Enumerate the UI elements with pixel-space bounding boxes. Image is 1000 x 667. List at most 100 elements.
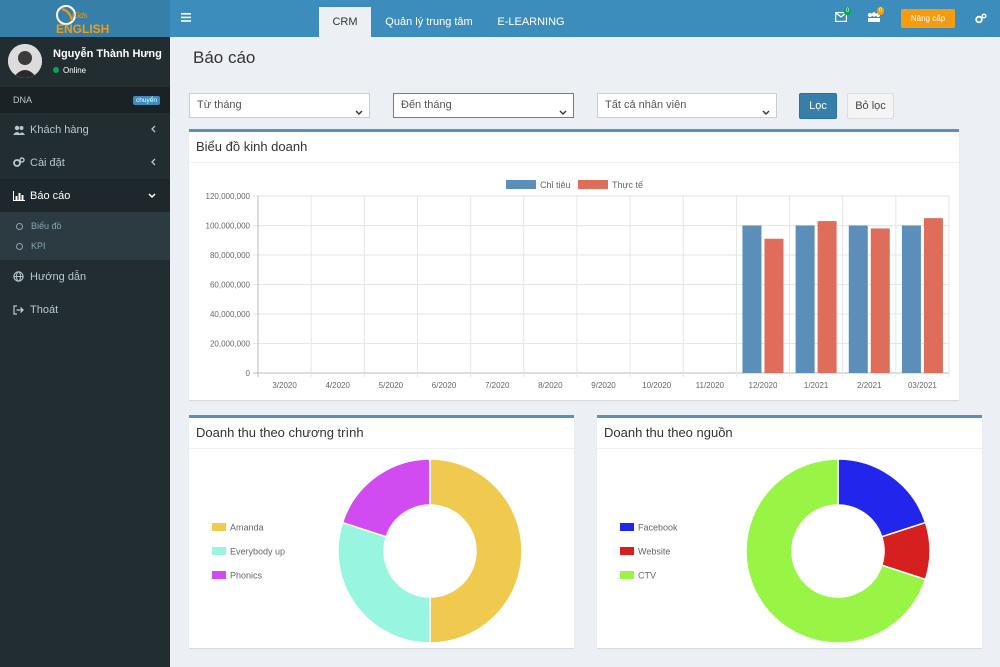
business-chart-box: Biểu đồ kinh doanh Chỉ tiêu Thực tế 0 20,0…	[189, 129, 959, 400]
sidebar-item-guide[interactable]: Hướng dẫn	[0, 260, 170, 293]
tab-elearning[interactable]: E-LEARNING	[497, 16, 565, 28]
bar[interactable]	[817, 221, 837, 373]
sidebar-subitem-label: Biểu đồ	[31, 221, 62, 231]
legend-label[interactable]: CTV	[638, 571, 656, 581]
user-name: Nguyễn Thành Hưng	[53, 47, 162, 60]
x-tick-label: 6/2020	[432, 381, 457, 390]
y-tick-label: 80,000,000	[210, 251, 251, 260]
bar[interactable]	[848, 225, 868, 374]
x-tick-label: 8/2020	[538, 381, 563, 390]
avatar[interactable]	[8, 44, 42, 78]
dna-badge[interactable]: chuyển	[133, 95, 160, 105]
business-bar-chart: Chỉ tiêu Thực tế 0 20,000,000 40,000,000 60,…	[206, 180, 950, 390]
legend-swatch[interactable]	[578, 180, 608, 189]
program-revenue-box: Doanh thu theo chương trình Amanda Everyb…	[189, 415, 574, 648]
program-donut-chart: Amanda Everybody up Phonics	[212, 458, 523, 644]
svg-text:Kids: Kids	[72, 11, 88, 20]
sidebar-item-logout[interactable]: Thoát	[0, 293, 170, 326]
reports-submenu: Biểu đồ KPI	[0, 212, 170, 260]
x-tick-label: 03/2021	[908, 381, 937, 390]
donut-slice[interactable]	[341, 458, 431, 538]
legend-label[interactable]: Phonics	[230, 571, 263, 581]
y-tick-label: 100,000,000	[206, 222, 251, 231]
legend-label[interactable]: Facebook	[638, 523, 678, 533]
sidebar-item-reports[interactable]: Báo cáo	[0, 179, 170, 212]
sidebar-item-customers[interactable]: Khách hàng	[0, 113, 170, 146]
filter-button[interactable]: Lọc	[799, 93, 837, 119]
page-title: Báo cáo	[193, 48, 256, 67]
clear-filter-button[interactable]: Bỏ lọc	[847, 93, 894, 119]
legend-swatch[interactable]	[620, 523, 634, 531]
donut-slice[interactable]	[837, 458, 927, 538]
x-tick-label: 5/2020	[379, 381, 404, 390]
upgrade-button[interactable]: Nâng cấp	[901, 9, 955, 28]
x-tick-label: 11/2020	[696, 381, 725, 390]
legend-label[interactable]: Thực tế	[612, 180, 643, 190]
business-chart-title: Biểu đồ kinh doanh	[196, 139, 308, 154]
hamburger-icon[interactable]	[181, 13, 191, 25]
sidebar-subitem-kpi[interactable]: KPI	[0, 236, 170, 256]
from-month-select[interactable]: Từ tháng	[189, 93, 370, 118]
dna-label: DNA	[13, 95, 33, 105]
legend-label[interactable]: Chỉ tiêu	[540, 180, 571, 190]
sidebar-item-label: Thoát	[30, 303, 59, 316]
globe-icon	[13, 271, 27, 282]
brand-logo-icon: Kids ENGLISH	[56, 4, 109, 36]
x-tick-label: 9/2020	[591, 381, 616, 390]
staff-value: Tất cả nhân viên	[605, 99, 687, 111]
source-revenue-title: Doanh thu theo nguồn	[604, 425, 733, 440]
bar[interactable]	[923, 218, 943, 373]
sidebar-subitem-chart[interactable]: Biểu đồ	[0, 216, 170, 236]
y-tick-label: 0	[246, 369, 251, 378]
sidebar-item-label: Hướng dẫn	[30, 270, 87, 283]
bar[interactable]	[795, 225, 815, 374]
legend-label[interactable]: Everybody up	[230, 547, 285, 557]
x-tick-label: 4/2020	[325, 381, 350, 390]
chevron-down-icon	[762, 102, 770, 125]
x-tick-label: 10/2020	[642, 381, 671, 390]
x-tick-label: 1/2021	[804, 381, 829, 390]
legend-swatch[interactable]	[620, 547, 634, 555]
legend-swatch[interactable]	[212, 523, 226, 531]
topbar: CRM Quản lý trung tâm E-LEARNING 0 0 Nân…	[170, 0, 1000, 37]
legend-swatch[interactable]	[620, 571, 634, 579]
sidebar: Kids ENGLISH Nguyễn Thành Hưng Online DN…	[0, 0, 170, 667]
brand-logo[interactable]: Kids ENGLISH	[0, 0, 170, 37]
legend-swatch[interactable]	[506, 180, 536, 189]
bar[interactable]	[901, 225, 921, 374]
x-tick-label: 7/2020	[485, 381, 510, 390]
circle-icon	[16, 222, 23, 230]
user-status-label: Online	[63, 65, 87, 75]
x-tick-label: 12/2020	[749, 381, 778, 390]
dna-row[interactable]: DNA chuyển	[0, 87, 170, 113]
y-tick-label: 60,000,000	[210, 281, 251, 290]
chevron-left-icon	[150, 124, 156, 136]
x-tick-label: 3/2020	[272, 381, 297, 390]
to-month-value: Đến tháng	[401, 99, 452, 111]
tab-center-management[interactable]: Quản lý trung tâm	[385, 16, 473, 28]
donut-slice[interactable]	[745, 458, 927, 644]
staff-select[interactable]: Tất cả nhân viên	[597, 93, 777, 118]
tab-crm[interactable]: CRM	[319, 7, 371, 37]
bar[interactable]	[764, 238, 784, 373]
mail-count-badge: 0	[844, 7, 852, 15]
bar[interactable]	[870, 228, 890, 373]
to-month-select[interactable]: Đến tháng	[393, 93, 574, 118]
sidebar-item-settings[interactable]: Cài đặt	[0, 146, 170, 179]
donut-slice[interactable]	[337, 521, 431, 644]
legend-label[interactable]: Website	[638, 547, 670, 557]
legend-swatch[interactable]	[212, 547, 226, 555]
sidebar-item-label: Khách hàng	[30, 123, 89, 136]
legend-label[interactable]: Amanda	[230, 523, 264, 533]
donut-slice[interactable]	[429, 458, 523, 644]
bar[interactable]	[742, 225, 762, 374]
svg-text:ENGLISH: ENGLISH	[56, 22, 109, 36]
source-donut-chart: Facebook Website CTV	[620, 458, 931, 644]
gears-icon[interactable]	[975, 13, 987, 27]
chevron-down-icon	[355, 102, 363, 125]
from-month-value: Từ tháng	[197, 99, 242, 111]
box-divider	[189, 162, 959, 163]
legend-swatch[interactable]	[212, 571, 226, 579]
online-dot-icon	[53, 67, 59, 73]
users-icon	[13, 125, 27, 135]
